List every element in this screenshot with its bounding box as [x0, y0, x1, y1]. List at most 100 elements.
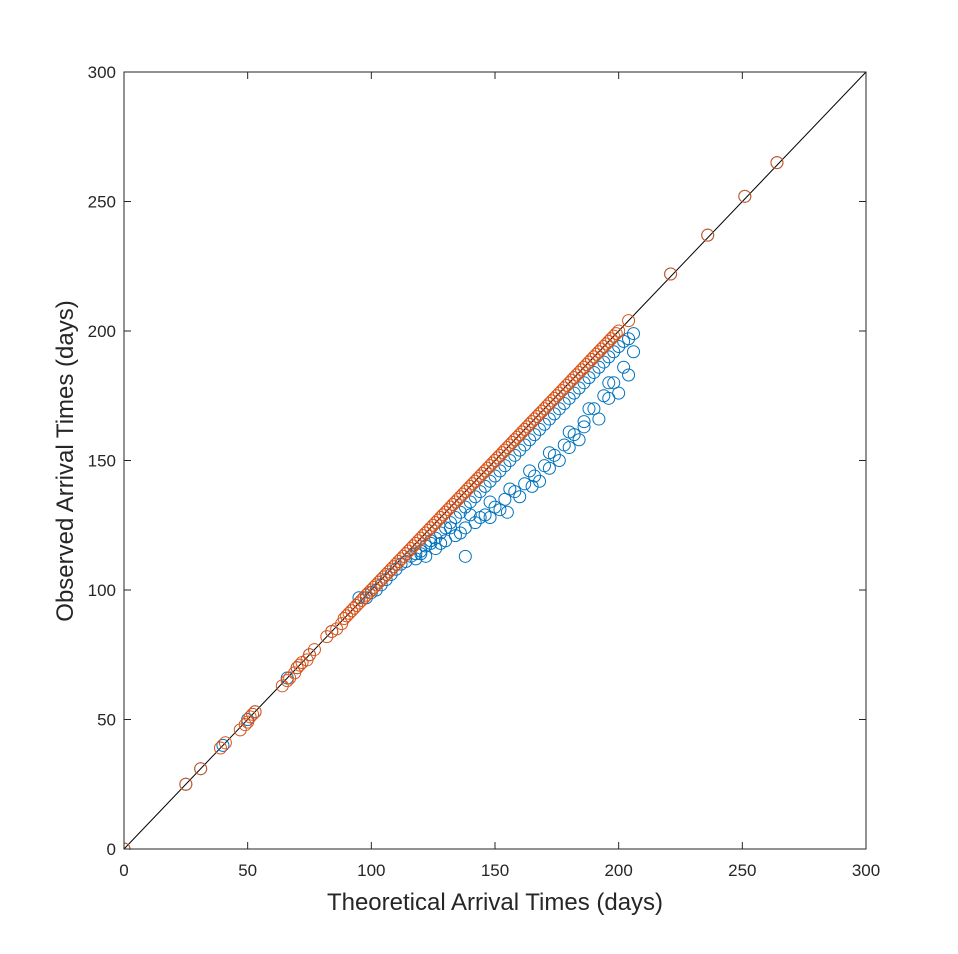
y-tick-label: 200 — [88, 322, 116, 341]
data-point — [453, 490, 467, 504]
data-point — [493, 448, 507, 462]
data-point — [523, 417, 537, 431]
data-point — [557, 381, 571, 395]
data-point — [307, 643, 321, 657]
x-tick-label: 300 — [852, 861, 880, 880]
data-point — [374, 573, 388, 587]
data-point — [443, 500, 457, 514]
data-point — [533, 474, 547, 488]
data-point — [592, 345, 606, 359]
data-point — [552, 386, 566, 400]
data-point — [528, 469, 542, 483]
data-point — [468, 474, 482, 488]
data-point — [540, 399, 554, 413]
data-point — [379, 567, 393, 581]
data-point — [396, 549, 410, 563]
data-point — [587, 402, 601, 416]
data-point — [392, 555, 406, 569]
data-point — [565, 373, 579, 387]
data-point — [500, 505, 514, 519]
data-point — [406, 539, 420, 553]
data-point — [451, 492, 465, 506]
data-point — [394, 552, 408, 566]
data-point — [461, 482, 475, 496]
data-point — [468, 516, 482, 530]
data-point — [622, 314, 636, 328]
data-point — [604, 332, 618, 346]
data-point — [357, 591, 371, 605]
data-point — [567, 371, 581, 385]
data-point — [466, 477, 480, 491]
data-point — [458, 485, 472, 499]
data-point — [434, 510, 448, 524]
data-point — [592, 412, 606, 426]
data-point — [577, 360, 591, 374]
data-point — [345, 604, 359, 618]
data-point — [179, 777, 193, 791]
x-tick-label: 150 — [481, 861, 509, 880]
data-point — [463, 508, 477, 522]
y-tick-label: 0 — [107, 840, 116, 859]
data-point — [486, 456, 500, 470]
data-point — [389, 557, 403, 571]
data-point — [216, 738, 230, 752]
data-point — [429, 542, 443, 556]
x-tick-label: 250 — [728, 861, 756, 880]
data-point — [589, 347, 603, 361]
data-point — [770, 156, 784, 170]
data-point — [456, 487, 470, 501]
data-point — [372, 575, 386, 589]
data-point — [602, 391, 616, 405]
data-point — [542, 397, 556, 411]
data-point — [342, 606, 356, 620]
data-point — [515, 425, 529, 439]
x-tick-label: 100 — [357, 861, 385, 880]
data-point — [337, 611, 351, 625]
data-point — [602, 376, 616, 390]
data-point — [243, 710, 257, 724]
y-tick-label: 50 — [97, 711, 116, 730]
data-point — [490, 451, 504, 465]
data-point — [617, 360, 631, 374]
x-tick-label: 0 — [119, 861, 128, 880]
data-point — [347, 601, 361, 615]
data-point — [409, 536, 423, 550]
data-point — [513, 490, 527, 504]
y-tick-label: 250 — [88, 193, 116, 212]
data-point — [416, 529, 430, 543]
data-point — [523, 464, 537, 478]
data-point — [533, 407, 547, 421]
data-point — [572, 365, 586, 379]
data-point — [607, 376, 621, 390]
data-point — [352, 596, 366, 610]
data-point — [483, 495, 497, 509]
data-point — [560, 378, 574, 392]
data-point — [510, 430, 524, 444]
data-point — [483, 459, 497, 473]
data-point — [584, 352, 598, 366]
data-point — [602, 334, 616, 348]
data-point — [582, 402, 596, 416]
data-point — [498, 492, 512, 506]
x-axis-label: Theoretical Arrival Times (days) — [327, 889, 663, 916]
data-point — [701, 228, 715, 242]
data-point — [570, 368, 584, 382]
data-point — [354, 593, 368, 607]
data-point — [213, 741, 227, 755]
data-point — [431, 513, 445, 527]
data-point — [330, 622, 344, 636]
data-point — [607, 329, 621, 343]
data-point — [550, 389, 564, 403]
data-point — [476, 466, 490, 480]
data-point — [429, 516, 443, 530]
data-point — [458, 549, 472, 563]
data-point — [194, 762, 208, 776]
data-point — [518, 422, 532, 436]
data-point — [525, 479, 539, 493]
data-point — [441, 503, 455, 517]
data-point — [439, 505, 453, 519]
data-point — [542, 446, 556, 460]
data-point — [597, 340, 611, 354]
y-tick-label: 300 — [88, 63, 116, 82]
data-point — [738, 189, 752, 203]
